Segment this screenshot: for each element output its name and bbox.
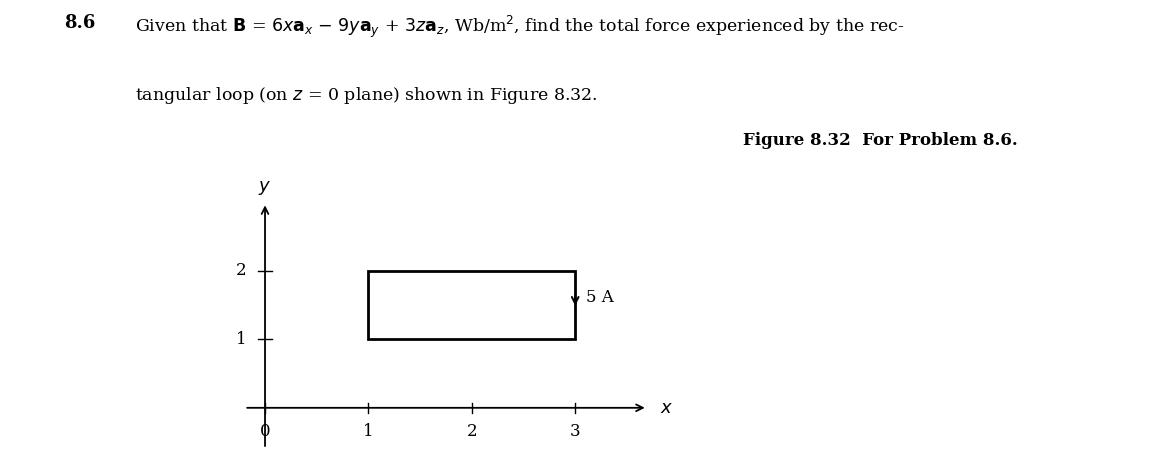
Text: tangular loop (on $z$ = 0 plane) shown in Figure 8.32.: tangular loop (on $z$ = 0 plane) shown i… bbox=[135, 85, 598, 106]
Text: $y$: $y$ bbox=[259, 179, 271, 197]
Text: 3: 3 bbox=[570, 423, 580, 440]
Text: 1: 1 bbox=[363, 423, 373, 440]
Text: 5 A: 5 A bbox=[585, 289, 613, 306]
Text: 2: 2 bbox=[467, 423, 477, 440]
Text: 2: 2 bbox=[236, 262, 247, 279]
Text: 8.6: 8.6 bbox=[64, 14, 96, 32]
Text: Figure 8.32  For Problem 8.6.: Figure 8.32 For Problem 8.6. bbox=[743, 132, 1018, 149]
Text: 0: 0 bbox=[260, 423, 270, 440]
Text: 1: 1 bbox=[236, 331, 247, 348]
Text: Given that $\mathbf{B}$ = $6x\mathbf{a}_{x}$ $-$ $9y\mathbf{a}_{y}$ + $3z\mathbf: Given that $\mathbf{B}$ = $6x\mathbf{a}_… bbox=[135, 14, 904, 41]
Text: $x$: $x$ bbox=[660, 399, 673, 417]
